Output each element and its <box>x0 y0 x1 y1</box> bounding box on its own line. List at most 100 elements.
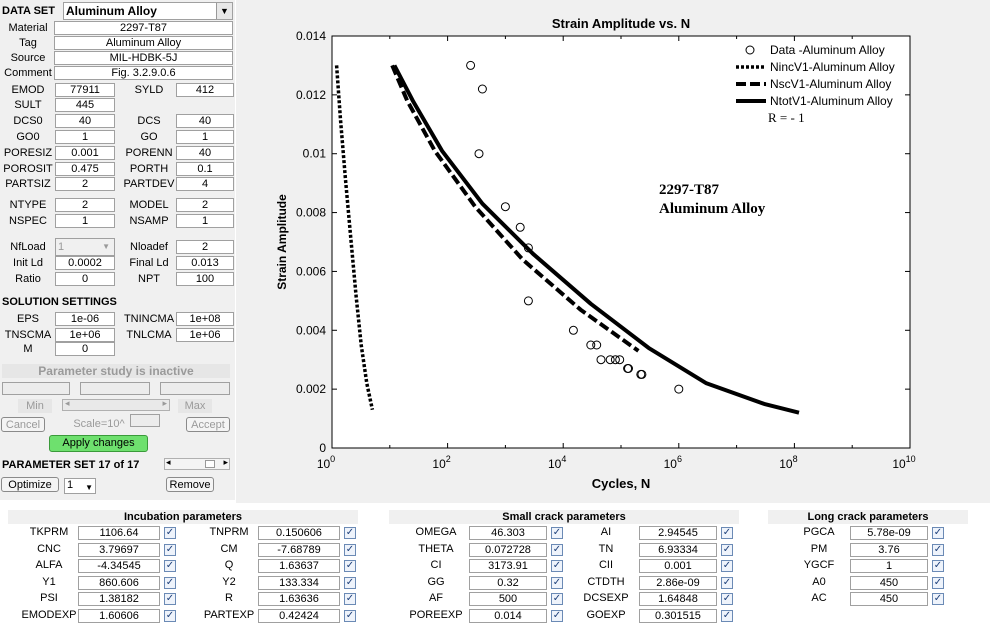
param-value-field[interactable]: 3.79697 <box>78 542 160 557</box>
param-value-field[interactable]: 0.301515 <box>639 608 717 623</box>
param-fit-checkbox[interactable]: ✓ <box>721 609 733 622</box>
ratio-field[interactable]: 0 <box>55 272 115 286</box>
param-fit-checkbox[interactable]: ✓ <box>164 543 176 556</box>
param-value-field[interactable]: 0.150606 <box>258 526 340 540</box>
param-fit-checkbox[interactable]: ✓ <box>164 527 176 539</box>
param-fit-checkbox[interactable]: ✓ <box>932 593 944 605</box>
param-value-field[interactable]: 3.76 <box>850 542 928 557</box>
param-study-slider[interactable]: ◂ ▸ <box>62 398 170 411</box>
go0-field[interactable]: 1 <box>55 130 115 144</box>
param-fit-checkbox[interactable]: ✓ <box>721 543 733 556</box>
nsamp-field[interactable]: 1 <box>176 214 234 228</box>
scale-field[interactable] <box>130 414 160 427</box>
source-field[interactable]: MIL-HDBK-5J <box>54 51 233 65</box>
dcs0-field[interactable]: 40 <box>55 114 115 128</box>
param-value-field[interactable]: 450 <box>850 575 928 590</box>
param-fit-checkbox[interactable]: ✓ <box>551 609 563 622</box>
emod-field[interactable]: 77911 <box>55 83 115 97</box>
param-value-field[interactable]: 3173.91 <box>469 559 547 573</box>
param-fit-checkbox[interactable]: ✓ <box>721 576 733 589</box>
go-field[interactable]: 1 <box>176 130 234 144</box>
param-fit-checkbox[interactable]: ✓ <box>551 527 563 539</box>
param-value-field[interactable]: -7.68789 <box>258 542 340 557</box>
param-value-field[interactable]: 46.303 <box>469 526 547 540</box>
eps-field[interactable]: 1e-06 <box>55 312 115 326</box>
nfload-select[interactable]: 1 ▼ <box>55 238 115 256</box>
slider-thumb[interactable] <box>205 460 215 468</box>
data-set-select[interactable]: Aluminum Alloy ▼ <box>63 2 233 20</box>
param-fit-checkbox[interactable]: ✓ <box>932 560 944 572</box>
param-fit-checkbox[interactable]: ✓ <box>344 527 356 539</box>
param-fit-checkbox[interactable]: ✓ <box>344 593 356 605</box>
poresiz-field[interactable]: 0.001 <box>55 146 115 160</box>
porenn-field[interactable]: 40 <box>176 146 234 160</box>
param-value-field[interactable]: 0.014 <box>469 608 547 623</box>
param-value-field[interactable]: 1.63637 <box>258 559 340 573</box>
param-fit-checkbox[interactable]: ✓ <box>344 609 356 622</box>
param-value-field[interactable]: 500 <box>469 592 547 606</box>
dcs-field[interactable]: 40 <box>176 114 234 128</box>
partsiz-field[interactable]: 2 <box>55 177 115 191</box>
partdev-field[interactable]: 4 <box>176 177 234 191</box>
param-value-field[interactable]: 1.60606 <box>78 608 160 623</box>
cancel-button[interactable]: Cancel <box>1 417 45 432</box>
syld-field[interactable]: 412 <box>176 83 234 97</box>
param-fit-checkbox[interactable]: ✓ <box>932 543 944 556</box>
param-fit-checkbox[interactable]: ✓ <box>164 593 176 605</box>
sult-field[interactable]: 445 <box>55 98 115 112</box>
param-study-field-1[interactable] <box>2 382 70 395</box>
param-study-field-2[interactable] <box>80 382 150 395</box>
param-fit-checkbox[interactable]: ✓ <box>721 527 733 539</box>
initld-field[interactable]: 0.0002 <box>55 256 115 270</box>
m-field[interactable]: 0 <box>55 342 115 356</box>
param-value-field[interactable]: 5.78e-09 <box>850 526 928 540</box>
param-fit-checkbox[interactable]: ✓ <box>551 560 563 572</box>
param-fit-checkbox[interactable]: ✓ <box>164 576 176 589</box>
param-value-field[interactable]: 0.42424 <box>258 608 340 623</box>
param-value-field[interactable]: 0.001 <box>639 559 717 573</box>
comment-field[interactable]: Fig. 3.2.9.0.6 <box>54 66 233 80</box>
param-value-field[interactable]: 1.38182 <box>78 592 160 606</box>
param-value-field[interactable]: 0.32 <box>469 575 547 590</box>
param-value-field[interactable]: 450 <box>850 592 928 606</box>
remove-button[interactable]: Remove <box>166 477 214 492</box>
param-value-field[interactable]: 1.64848 <box>639 592 717 606</box>
param-fit-checkbox[interactable]: ✓ <box>164 560 176 572</box>
param-fit-checkbox[interactable]: ✓ <box>344 576 356 589</box>
param-value-field[interactable]: 1.63636 <box>258 592 340 606</box>
param-fit-checkbox[interactable]: ✓ <box>932 576 944 589</box>
npt-field[interactable]: 100 <box>176 272 234 286</box>
ntype-field[interactable]: 2 <box>55 198 115 212</box>
param-fit-checkbox[interactable]: ✓ <box>932 527 944 539</box>
param-value-field[interactable]: -4.34545 <box>78 559 160 573</box>
param-value-field[interactable]: 133.334 <box>258 575 340 590</box>
nloadef-field[interactable]: 2 <box>176 240 234 254</box>
param-value-field[interactable]: 6.93334 <box>639 542 717 557</box>
nspec-field[interactable]: 1 <box>55 214 115 228</box>
param-value-field[interactable]: 1 <box>850 559 928 573</box>
finalld-field[interactable]: 0.013 <box>176 256 234 270</box>
param-set-slider[interactable]: ◂ ▸ <box>164 457 230 470</box>
porth-field[interactable]: 0.1 <box>176 162 234 176</box>
tnincma-field[interactable]: 1e+08 <box>176 312 234 326</box>
param-fit-checkbox[interactable]: ✓ <box>344 560 356 572</box>
param-value-field[interactable]: 2.94545 <box>639 526 717 540</box>
optimize-button[interactable]: Optimize <box>1 477 59 492</box>
param-fit-checkbox[interactable]: ✓ <box>551 576 563 589</box>
param-fit-checkbox[interactable]: ✓ <box>551 593 563 605</box>
param-value-field[interactable]: 0.072728 <box>469 542 547 557</box>
tnlcma-field[interactable]: 1e+06 <box>176 328 234 342</box>
param-set-select[interactable]: 1 ▼ <box>64 478 96 494</box>
param-fit-checkbox[interactable]: ✓ <box>721 593 733 605</box>
param-fit-checkbox[interactable]: ✓ <box>344 543 356 556</box>
param-fit-checkbox[interactable]: ✓ <box>721 560 733 572</box>
model-field[interactable]: 2 <box>176 198 234 212</box>
porosit-field[interactable]: 0.475 <box>55 162 115 176</box>
apply-changes-button[interactable]: Apply changes <box>49 435 148 452</box>
param-study-field-3[interactable] <box>160 382 230 395</box>
accept-button[interactable]: Accept <box>186 417 230 432</box>
param-value-field[interactable]: 2.86e-09 <box>639 575 717 590</box>
param-fit-checkbox[interactable]: ✓ <box>164 609 176 622</box>
tag-field[interactable]: Aluminum Alloy <box>54 36 233 50</box>
tnscma-field[interactable]: 1e+06 <box>55 328 115 342</box>
